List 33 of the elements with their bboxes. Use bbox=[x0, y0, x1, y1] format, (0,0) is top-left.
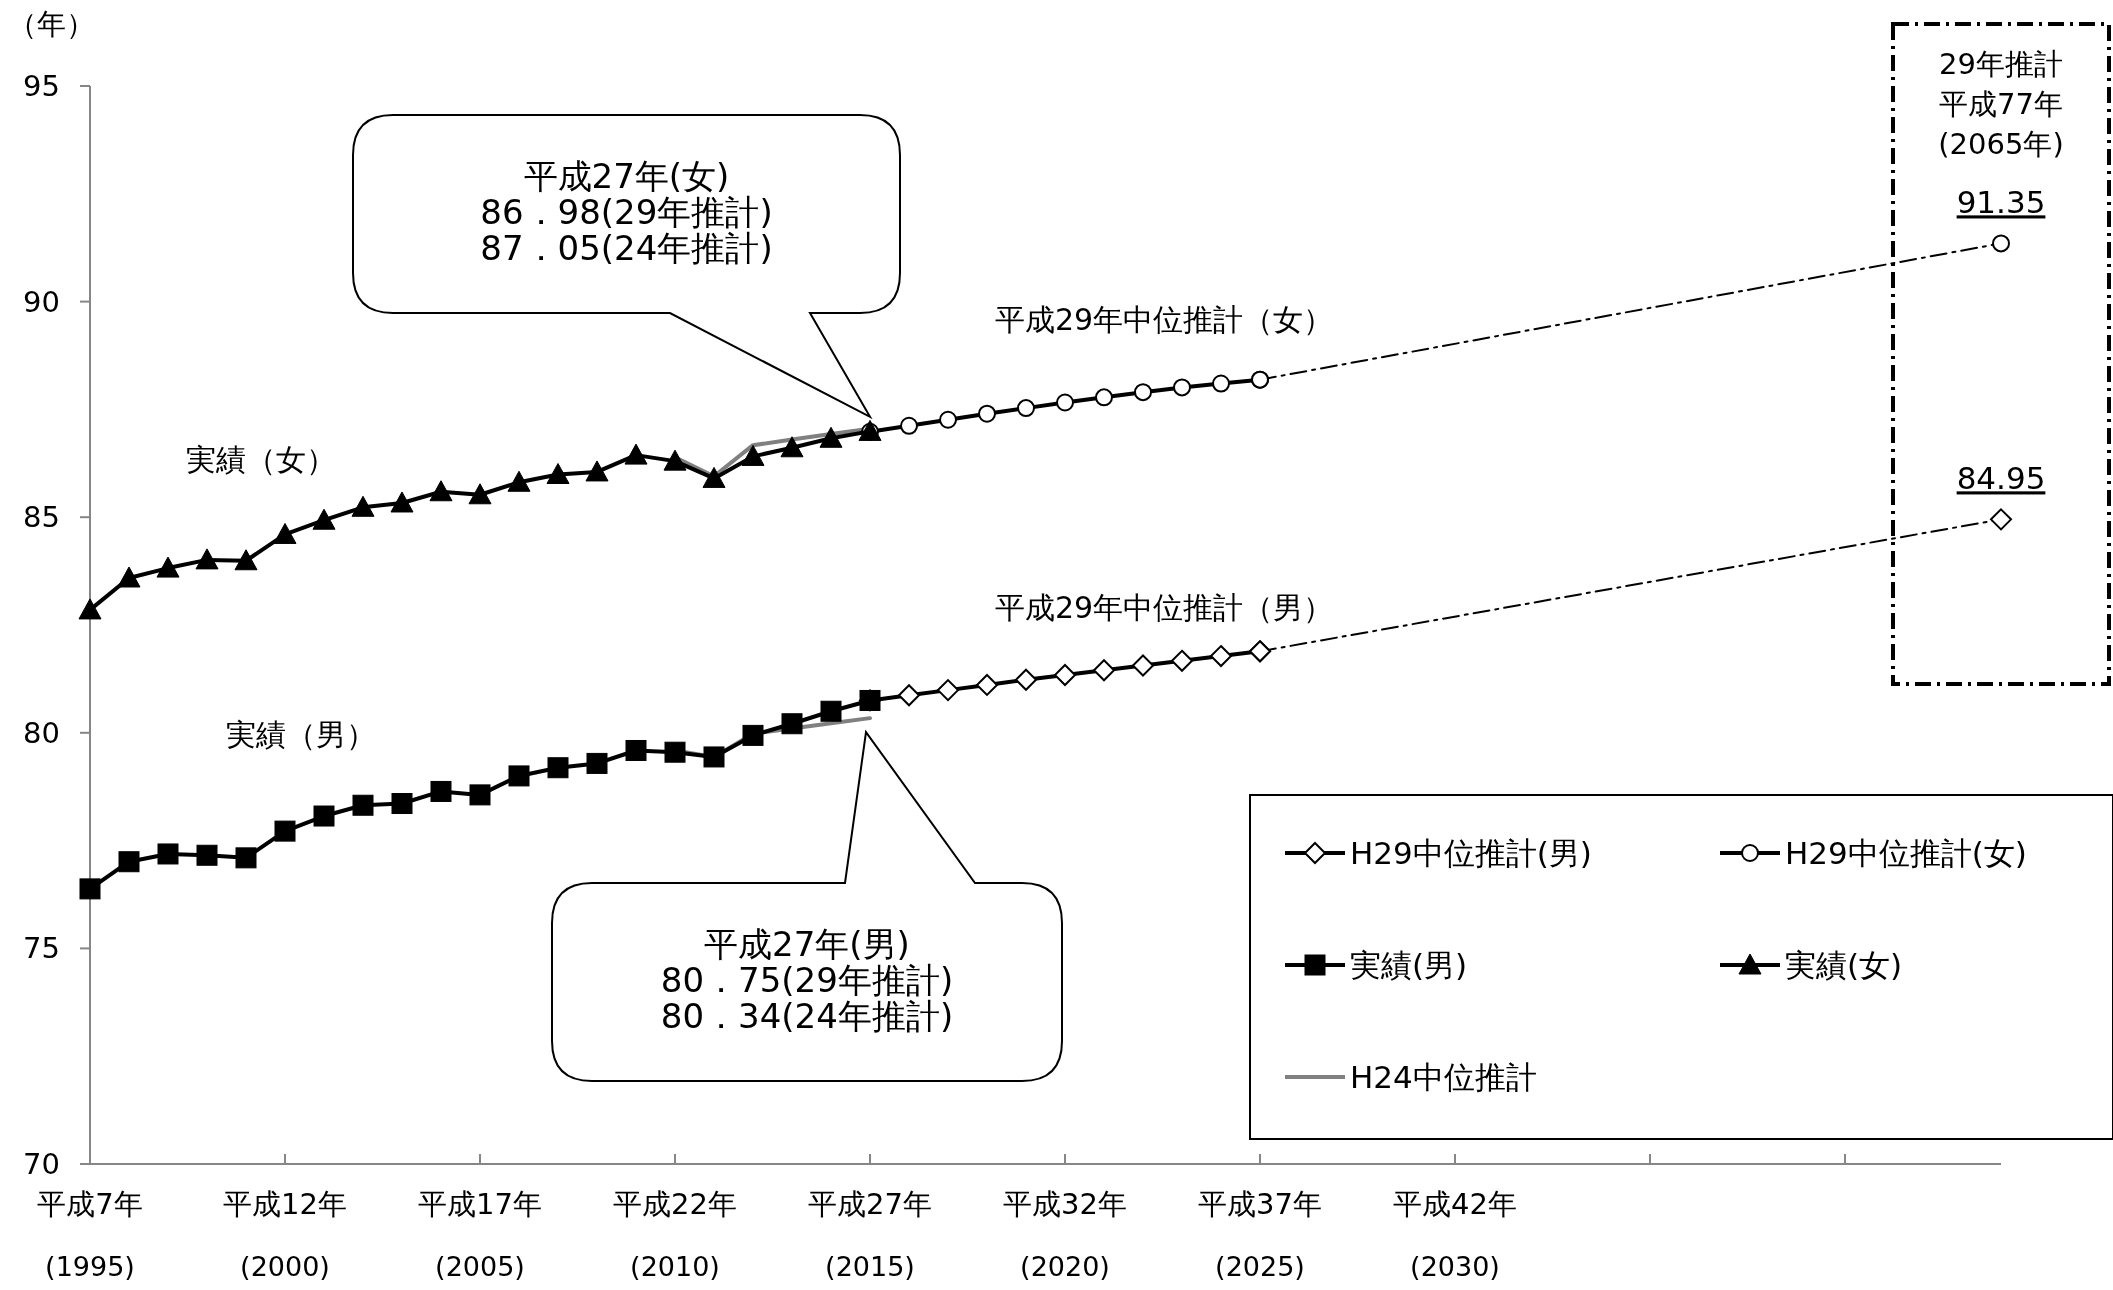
callout: 平成27年(男) 80．75(29年推計) 80．34(24年推計) bbox=[551, 731, 1063, 1082]
y-tick-label: 75 bbox=[23, 931, 60, 966]
text: 29年推計 bbox=[1939, 47, 2063, 81]
callout: 平成27年(女) 86．98(29年推計) 87．05(24年推計) bbox=[352, 114, 901, 418]
annotation: 平成29年中位推計（男） bbox=[995, 590, 1334, 625]
legend-label: 実績(女) bbox=[1785, 947, 1903, 983]
x-tick-label: 平成42年 (2030) bbox=[1393, 1187, 1517, 1282]
x-tick-label: 平成27年 (2015) bbox=[808, 1187, 932, 1282]
y-tick-label: 90 bbox=[23, 284, 60, 319]
y-axis-title: （年） bbox=[8, 7, 95, 41]
annotation: 実績（女） bbox=[186, 442, 336, 477]
legend-label: H24中位推計 bbox=[1350, 1059, 1537, 1095]
y-tick-label: 85 bbox=[23, 500, 60, 535]
x-tick-label: 平成17年 (2005) bbox=[418, 1187, 542, 1282]
y-tick-label: 95 bbox=[23, 69, 60, 103]
annotation: 平成27年(女) 86．98(29年推計) 87．05(24年推計) bbox=[480, 156, 773, 268]
x-tick-label: 平成22年 (2010) bbox=[613, 1187, 737, 1282]
annotation: 平成27年(男) 80．75(29年推計) 80．34(24年推計) bbox=[660, 924, 954, 1036]
x-tick-label: 平成32年 (2020) bbox=[1003, 1187, 1127, 1282]
x-tick-label: 平成12年 (2000) bbox=[223, 1187, 347, 1282]
annotation: 実績（男） bbox=[226, 717, 376, 752]
data-label: 91.35 bbox=[1956, 184, 2046, 221]
legend-label: H29中位推計(男) bbox=[1350, 835, 1592, 871]
annotation: (2065年) bbox=[1938, 127, 2064, 161]
data-label: 84.95 bbox=[1956, 460, 2046, 497]
y-tick-label: 80 bbox=[23, 715, 60, 750]
annotation: 平成77年 bbox=[1939, 87, 2063, 121]
x-tick-label: 平成37年 (2025) bbox=[1198, 1187, 1322, 1282]
y-tick-label: 70 bbox=[23, 1147, 60, 1181]
legend-label: H29中位推計(女) bbox=[1785, 835, 2027, 871]
annotation: 平成29年中位推計（女） bbox=[995, 302, 1334, 337]
x-tick-label: 平成7年 (1995) bbox=[37, 1187, 143, 1282]
legend-label: 実績(男) bbox=[1350, 947, 1468, 983]
